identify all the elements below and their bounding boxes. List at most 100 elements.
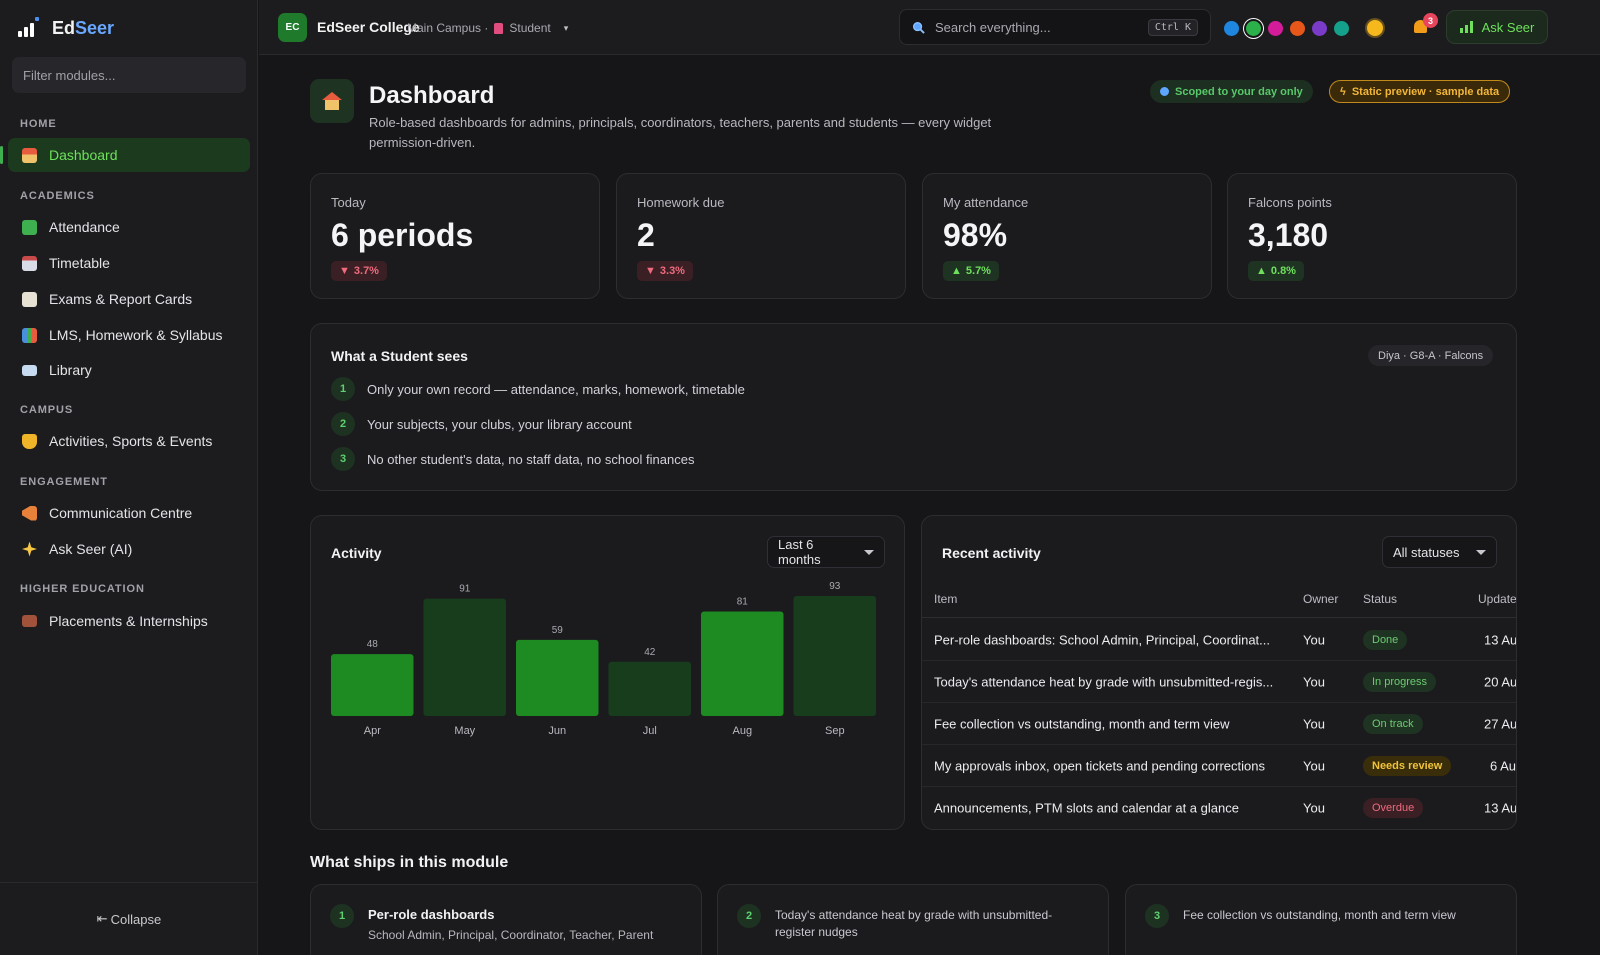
x-tick-label: Jul (643, 725, 657, 737)
list-item-text: Your subjects, your clubs, your library … (367, 416, 632, 432)
status-badge: Overdue (1363, 798, 1424, 818)
table-row[interactable]: Today's attendance heat by grade with un… (922, 661, 1516, 703)
stat-value: 6 periods (331, 217, 474, 253)
house-icon (322, 92, 342, 110)
sidebar-item-communication[interactable]: Communication Centre (8, 496, 250, 530)
row-item: Today's attendance heat by grade with un… (934, 674, 1274, 689)
column-header-status[interactable]: Status (1363, 591, 1398, 606)
step-number: 3 (331, 447, 355, 471)
theme-swatch-teal[interactable] (1334, 21, 1349, 36)
bar-sep[interactable] (793, 596, 877, 716)
table-row[interactable]: My approvals inbox, open tickets and pen… (922, 745, 1516, 787)
sidebar-item-library[interactable]: Library (8, 353, 250, 387)
bar-jul[interactable] (608, 661, 692, 716)
range-select[interactable]: Last 6 months (767, 536, 885, 568)
status-badge: On track (1363, 713, 1423, 734)
data-label: 81 (737, 597, 749, 608)
bar-apr[interactable] (331, 654, 414, 716)
up-triangle-icon: ▲ (951, 265, 962, 277)
theme-swatch-orange[interactable] (1290, 21, 1305, 36)
sidebar-item-dashboard[interactable]: Dashboard (0, 138, 250, 172)
nav-section-higher-education: HIGHER EDUCATION (20, 583, 145, 595)
sidebar-item-timetable[interactable]: Timetable (8, 246, 250, 280)
global-search-input[interactable]: Search everything... Ctrl K (899, 9, 1211, 45)
row-owner: You (1303, 758, 1325, 773)
list-item: 3 No other student's data, no staff data,… (331, 447, 694, 471)
table-row[interactable]: Fee collection vs outstanding, month and… (922, 703, 1516, 745)
stat-delta: ▼ 3.7% (331, 261, 387, 281)
static-pill-label: Static preview · sample data (1351, 85, 1500, 98)
list-item: 1 Only your own record — attendance, mark… (331, 377, 745, 401)
recent-activity-card: Recent activity All statuses Item Owner … (921, 515, 1517, 830)
collapse-arrow-icon: ⇤ (96, 911, 108, 926)
sidebar-item-lms[interactable]: LMS, Homework & Syllabus (8, 318, 250, 352)
row-item: Fee collection vs outstanding, month and… (934, 716, 1230, 731)
ask-seer-button[interactable]: Ask Seer (1446, 10, 1548, 44)
nav-section-academics: ACADEMICS (20, 190, 95, 202)
stat-card-homework: Homework due 2 ▼ 3.3% (616, 173, 906, 299)
theme-swatch-purple[interactable] (1312, 21, 1327, 36)
stat-delta-value: 3.3% (659, 265, 685, 277)
trophy-icon (22, 433, 37, 449)
theme-swatch-green[interactable] (1246, 21, 1261, 36)
chevron-down-icon (864, 549, 874, 555)
checkbox-icon (22, 219, 37, 235)
stat-value: 3,180 (1248, 217, 1329, 253)
sidebar-item-label: LMS, Homework & Syllabus (49, 327, 223, 343)
search-icon (912, 21, 925, 34)
ship-card: 3 Fee collection vs outstanding, month a… (1125, 884, 1517, 955)
sidebar-item-attendance[interactable]: Attendance (8, 210, 250, 244)
activity-bar-chart: 48 Apr 91 May 59 Jun 42 Jul 81 Aug 93 Sep (331, 581, 877, 737)
column-header-item[interactable]: Item (934, 591, 958, 606)
chevron-down-icon (1476, 549, 1486, 555)
activity-card: Activity Last 6 months 48 Apr 91 May 59 Jun 42… (310, 515, 905, 830)
sidebar-item-label: Activities, Sports & Events (49, 433, 213, 449)
magnifier-icon (1160, 87, 1169, 96)
search-shortcut: Ctrl K (1147, 18, 1198, 36)
ship-card-text: Fee collection vs outstanding, month and… (1183, 908, 1456, 922)
bar-may[interactable] (423, 598, 507, 716)
theme-swatch-blue[interactable] (1224, 21, 1239, 36)
status-badge: Done (1363, 629, 1408, 650)
sidebar-item-activities[interactable]: Activities, Sports & Events (8, 424, 250, 458)
calendar-icon (22, 255, 37, 271)
org-name[interactable]: EdSeer College (317, 19, 420, 35)
org-badge[interactable]: EC (278, 13, 307, 42)
main-content: Dashboard Role-based dashboards for admi… (259, 56, 1600, 955)
table-row[interactable]: Per-role dashboards: School Admin, Princ… (922, 619, 1516, 661)
sidebar-item-placements[interactable]: Placements & Internships (8, 604, 250, 638)
table-header: Item Owner Status Updated (922, 580, 1516, 618)
row-updated: 20 Aug (1484, 674, 1517, 689)
bar-aug[interactable] (701, 611, 784, 717)
brand[interactable]: EdSeer (18, 16, 114, 40)
column-header-updated[interactable]: Updated (1478, 591, 1517, 606)
section-title-what-ships: What ships in this module (310, 854, 509, 871)
step-number: 1 (331, 377, 355, 401)
data-label: 91 (459, 584, 471, 595)
theme-swatches (1224, 21, 1349, 36)
table-row[interactable]: Announcements, PTM slots and calendar at… (922, 787, 1516, 829)
sidebar-item-askseer[interactable]: Ask Seer (AI) (8, 532, 250, 566)
card-title: Activity (331, 545, 382, 561)
books-icon (22, 327, 37, 343)
sparkles-icon (22, 541, 37, 557)
column-header-owner[interactable]: Owner (1303, 591, 1339, 606)
bar-jun[interactable] (516, 639, 599, 716)
data-label: 42 (644, 647, 656, 658)
theme-swatch-magenta[interactable] (1268, 21, 1283, 36)
stat-card-points: Falcons points 3,180 ▲ 0.8% (1227, 173, 1517, 299)
collapse-button[interactable]: ⇤ Collapse (0, 882, 258, 955)
list-item: 2 Your subjects, your clubs, your library… (331, 412, 632, 436)
sidebar-item-label: Timetable (49, 255, 110, 271)
notifications-button[interactable]: 3 (1411, 13, 1438, 37)
stat-delta: ▲ 0.8% (1248, 261, 1304, 281)
role-label: Student (509, 21, 551, 35)
filter-modules-input[interactable]: Filter modules... (12, 57, 246, 93)
campus-role-switcher[interactable]: Main Campus · Student ▾ (407, 21, 568, 35)
sidebar-item-exams[interactable]: Exams & Report Cards (8, 282, 250, 316)
row-owner: You (1303, 800, 1325, 816)
status-filter-select[interactable]: All statuses (1382, 536, 1497, 568)
stat-delta-value: 0.8% (1270, 265, 1296, 277)
campus-label: Main Campus · (407, 21, 489, 35)
theme-toggle-sun-icon[interactable] (1367, 20, 1383, 36)
